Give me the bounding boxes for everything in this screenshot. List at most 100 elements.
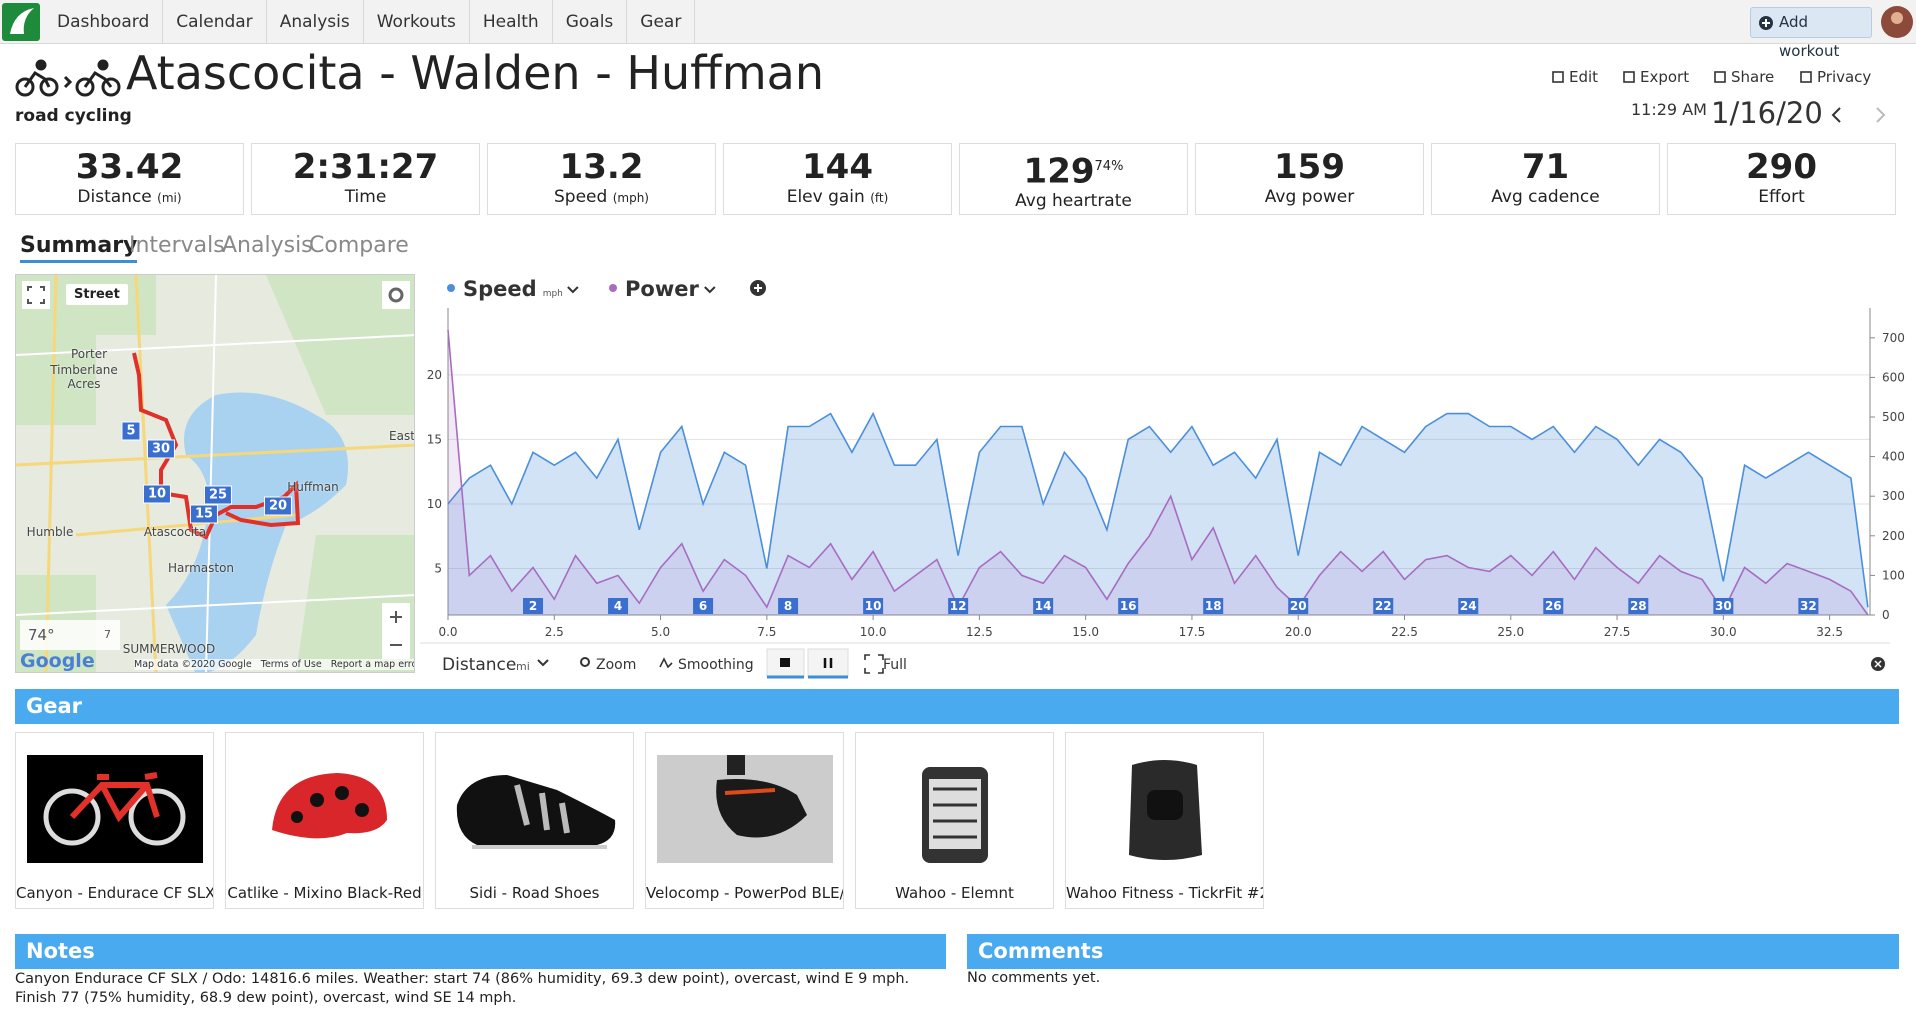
stat-unit: (mi) [157,191,182,205]
lap-marker[interactable] [693,598,714,614]
nav-item[interactable]: Goals [553,0,628,43]
add-workout-button[interactable]: Add workout [1750,7,1872,60]
map-marker[interactable]: 15 [189,504,219,524]
gear-card[interactable]: Wahoo - Elemnt [855,732,1054,909]
decoration [724,788,775,795]
gear-image [866,755,1043,863]
pause-icon [823,658,833,668]
gear-name: Wahoo - Elemnt [895,884,1014,902]
lap-marker[interactable] [1798,598,1819,614]
gear-card[interactable]: Wahoo Fitness - TickrFit #2 [1065,732,1264,909]
report-link[interactable]: Report a map error [330,659,415,670]
action-icon [1623,71,1635,83]
header-action[interactable]: Export [1622,68,1689,86]
logo[interactable] [0,0,44,44]
lap-marker-label: 12 [950,599,967,613]
full-icon [864,654,884,674]
map-place: Huffman [287,480,339,494]
stat-label-row: Time [252,186,479,208]
map-place: East [389,429,415,443]
lap-marker[interactable] [1373,598,1394,614]
map-layer-button[interactable]: Street [66,284,128,305]
decoration [388,287,404,303]
gear-card[interactable]: Sidi - Road Shoes [435,732,634,909]
y-tick-label: 15 [427,432,442,446]
header-action[interactable]: Share [1713,68,1774,86]
workout-date: 1/16/20 [1711,96,1823,130]
map-marker[interactable]: 20 [263,496,293,516]
map-marker[interactable]: 5 [121,421,141,441]
x-tick-label: 10.0 [860,625,887,639]
decoration [382,281,410,309]
legend-caret[interactable] [567,286,579,294]
chart-control[interactable]: Zoom [596,657,636,673]
legend-caret[interactable] [704,286,716,294]
map[interactable]: Street 74° 7 Google Map data ©2020 Googl… [15,274,415,673]
lap-marker[interactable] [1458,598,1479,614]
chart-control[interactable]: Smoothing [678,657,754,673]
chart-control[interactable]: Full [883,657,907,673]
header-action[interactable]: Edit [1551,68,1598,86]
lap-marker[interactable] [1628,598,1649,614]
decoration [1552,71,1564,83]
nav-item[interactable]: Workouts [364,0,470,43]
x-tick-label: 32.5 [1816,625,1843,639]
stat-box: 144 Elev gain (ft) [723,143,952,215]
date-nav[interactable] [1826,102,1906,128]
stat-number: 290 [1746,147,1817,187]
nav-item[interactable]: Gear [627,0,696,43]
lap-marker-label: 10 [865,599,882,613]
lap-marker[interactable] [1288,598,1309,614]
close-x [1874,660,1882,668]
lap-marker[interactable] [778,598,799,614]
lap-marker[interactable] [1033,598,1054,614]
toggle-button[interactable] [807,648,849,678]
map-place: Timberlane Acres [50,363,118,391]
decoration [22,281,50,309]
stat-box: 159 Avg power [1195,143,1424,215]
gear-card[interactable]: Velocomp - PowerPod BLE/ [645,732,844,909]
avatar[interactable] [1880,5,1914,39]
gear-name: Wahoo Fitness - TickrFit #2 [1066,884,1263,902]
tab[interactable]: Compare [309,233,409,258]
nav-item[interactable]: Analysis [267,0,364,43]
lap-marker[interactable] [1118,598,1139,614]
notes-header: Notes [15,934,946,969]
lap-marker[interactable] [1713,598,1734,614]
terms-link[interactable]: Terms of Use [260,659,322,670]
stat-value: 71 [1432,148,1659,186]
tab[interactable]: Summary [20,233,138,263]
map-place: Humble [26,525,74,539]
comments-text: No comments yet. [967,970,1101,986]
x-axis-selector[interactable]: Distance [442,655,516,675]
lap-marker[interactable] [948,598,969,614]
decoration [1831,107,1841,123]
toggle-icon [780,658,790,667]
legend-label[interactable]: Speed [463,277,537,301]
decoration [97,59,109,71]
sport-type: road cycling [15,106,132,126]
lap-marker[interactable] [1203,598,1224,614]
nav-item[interactable]: Dashboard [44,0,164,43]
notes-title: Notes [26,939,95,963]
tab[interactable]: Analysis [222,233,313,258]
lap-marker[interactable] [1543,598,1564,614]
decoration [39,77,59,97]
decoration [16,275,414,672]
x-tick-label: 12.5 [966,625,993,639]
lap-marker[interactable] [608,598,629,614]
tab[interactable]: Intervals [129,233,225,258]
header-action[interactable]: Privacy [1799,68,1871,86]
legend-label[interactable]: Power [625,277,699,301]
gear-card[interactable]: Catlike - Mixino Black-Red [225,732,424,909]
stat-label: Avg cadence [1491,187,1600,207]
nav-item[interactable]: Health [470,0,553,43]
gear-card[interactable]: Canyon - Endurace CF SLX I [15,732,214,909]
nav-item[interactable]: Calendar [163,0,267,43]
lap-marker[interactable] [523,598,544,614]
decoration [83,71,113,88]
map-marker[interactable]: 10 [142,484,172,504]
lap-marker[interactable] [863,598,884,614]
map-marker[interactable]: 30 [146,439,176,459]
map-marker[interactable]: 25 [203,485,233,505]
